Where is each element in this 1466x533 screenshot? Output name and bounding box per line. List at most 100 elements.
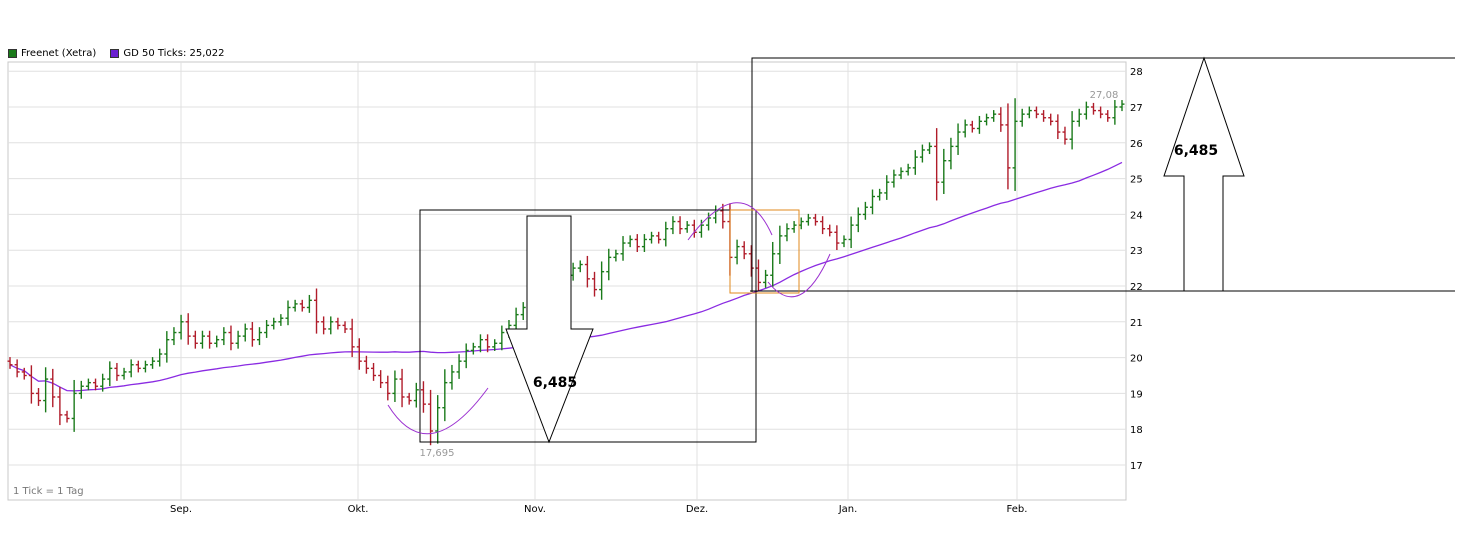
ohlc-bar bbox=[435, 395, 441, 444]
ohlc-bar bbox=[93, 378, 99, 391]
ohlc-bar bbox=[135, 360, 141, 373]
ohlc-bar bbox=[698, 219, 704, 238]
y-tick-label-28: 28 bbox=[1130, 67, 1143, 78]
ohlc-bar bbox=[385, 375, 391, 401]
ohlc-bar bbox=[934, 128, 940, 201]
ohlc-bar bbox=[848, 216, 854, 249]
ohlc-bar bbox=[919, 144, 925, 163]
ohlc-bar bbox=[142, 360, 148, 373]
ohlc-bar bbox=[278, 314, 284, 326]
ohlc-bar bbox=[984, 113, 990, 126]
y-tick-label-18: 18 bbox=[1130, 425, 1143, 436]
axis-ticks-layer: 17 18 19 20 21 22 23 24 25 26 27 28 Sep. Okt. Nov. Dez.… bbox=[170, 67, 1143, 515]
ohlc-bar bbox=[221, 327, 227, 346]
up-arrow bbox=[1163, 56, 1245, 292]
ohlc-bar bbox=[185, 313, 191, 345]
ohlc-bar bbox=[870, 189, 876, 215]
ohlc-bar bbox=[884, 175, 890, 200]
ohlc-bar bbox=[64, 410, 70, 423]
ohlc-bar bbox=[1105, 110, 1111, 122]
range-box-left bbox=[419, 209, 757, 443]
ohlc-bar bbox=[1069, 111, 1075, 150]
ohlc-bar bbox=[321, 316, 327, 335]
tick-footnote: 1 Tick = 1 Tag bbox=[13, 486, 84, 497]
y-tick-label-22: 22 bbox=[1130, 282, 1143, 293]
ohlc-bar bbox=[285, 300, 291, 326]
ohlc-bar bbox=[599, 261, 605, 300]
ohlc-bar bbox=[641, 234, 647, 252]
ohlc-bar bbox=[706, 212, 712, 231]
ohlc-bar bbox=[770, 241, 776, 288]
ohlc-bar bbox=[335, 317, 341, 330]
ohlc-bar bbox=[36, 388, 42, 406]
ohlc-bar bbox=[207, 330, 213, 349]
ohlc-bar bbox=[85, 378, 91, 391]
ohlc-bar bbox=[485, 334, 491, 353]
ohlc-bar bbox=[43, 367, 49, 413]
ohlc-bar bbox=[1019, 108, 1025, 127]
ohlc-bar bbox=[399, 368, 405, 408]
ohlc-bar bbox=[71, 379, 77, 432]
y-tick-label-27: 27 bbox=[1130, 103, 1143, 114]
ohlc-bar bbox=[235, 330, 241, 349]
ohlc-bar bbox=[256, 327, 262, 346]
ohlc-bar bbox=[356, 338, 362, 370]
ohlc-bar bbox=[634, 234, 640, 252]
ohlc-bar bbox=[78, 380, 84, 399]
y-tick-label-20: 20 bbox=[1130, 354, 1143, 365]
y-tick-label-26: 26 bbox=[1130, 139, 1143, 150]
ohlc-bar bbox=[442, 369, 448, 422]
ohlc-bar bbox=[178, 314, 184, 340]
ohlc-bar bbox=[898, 167, 904, 180]
x-tick-label-4: Jan. bbox=[838, 504, 858, 515]
ohlc-bar bbox=[428, 389, 434, 446]
ohlc-bar bbox=[477, 334, 483, 353]
ohlc-bar bbox=[592, 271, 598, 297]
curve-top bbox=[687, 202, 773, 241]
ohlc-bar bbox=[164, 331, 170, 363]
ohlc-bar bbox=[812, 213, 818, 226]
ohlc-bar bbox=[855, 207, 861, 233]
ohlc-bar bbox=[777, 225, 783, 264]
range-box-right bbox=[751, 57, 1455, 292]
ohlc-bar bbox=[1026, 106, 1032, 119]
curve-bottom-right bbox=[767, 253, 831, 298]
ohlc-bar bbox=[242, 323, 248, 342]
ohlc-bar bbox=[941, 148, 947, 194]
ohlc-bar bbox=[50, 368, 56, 408]
ohlc-bar bbox=[827, 224, 833, 237]
ohlc-bar bbox=[57, 386, 63, 426]
ohlc-bar bbox=[513, 307, 519, 333]
ohlc-bar bbox=[349, 318, 355, 358]
ohlc-bar bbox=[927, 142, 933, 155]
down-arrow-label: 6,485 bbox=[533, 375, 577, 391]
legend-label-freenet: Freenet (Xetra) bbox=[21, 47, 97, 59]
y-tick-label-17: 17 bbox=[1130, 461, 1143, 472]
ohlc-bar bbox=[584, 255, 590, 288]
ohlc-bar bbox=[677, 216, 683, 235]
ohlc-bar bbox=[734, 239, 740, 265]
ohlc-bar bbox=[171, 327, 177, 346]
ohlc-bar bbox=[306, 294, 312, 313]
curve-bottom-left bbox=[387, 387, 489, 435]
ohlc-bar bbox=[962, 119, 968, 138]
ohlc-bar bbox=[470, 342, 476, 355]
ohlc-bar bbox=[520, 302, 526, 321]
ohlc-bar bbox=[492, 339, 498, 351]
legend-swatch-moving-average bbox=[110, 48, 120, 58]
ohlc-bar bbox=[1005, 103, 1011, 190]
ohlc-bar bbox=[14, 359, 20, 378]
ohlc-bar bbox=[969, 120, 975, 133]
down-arrow bbox=[505, 215, 594, 444]
ohlc-bar bbox=[378, 370, 384, 389]
ohlc-bar bbox=[741, 241, 747, 260]
ohlc-bar bbox=[1083, 101, 1089, 120]
ohlc-bar bbox=[663, 221, 669, 247]
chart-legend: Freenet (Xetra) GD 50 Ticks: 25,022 bbox=[8, 46, 238, 60]
ohlc-bar bbox=[107, 361, 113, 387]
ohlc-bar bbox=[456, 354, 462, 379]
ohlc-bar bbox=[28, 365, 34, 404]
x-tick-label-5: Feb. bbox=[1007, 504, 1028, 515]
ohlc-bar bbox=[877, 188, 883, 201]
